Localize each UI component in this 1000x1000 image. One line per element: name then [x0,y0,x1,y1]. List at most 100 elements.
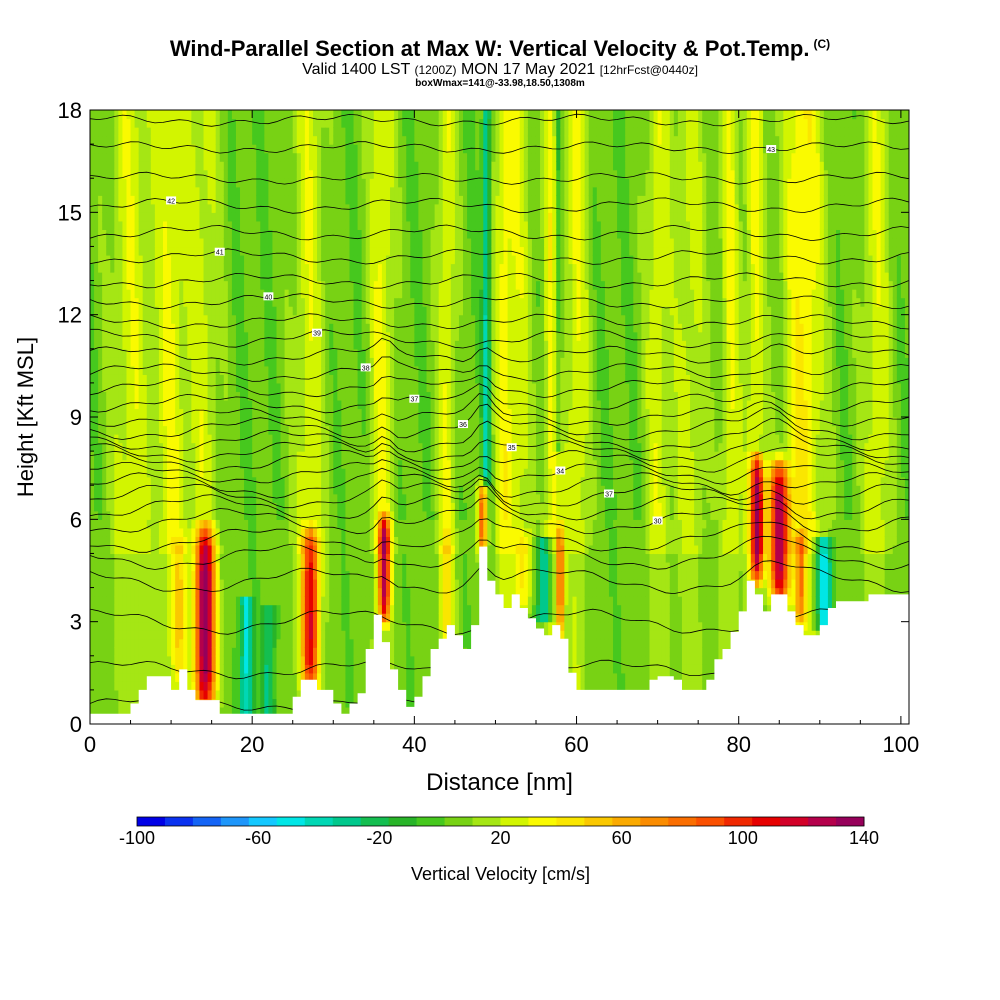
field-cell [162,476,168,486]
field-cell [284,485,290,495]
field-cell [179,297,184,307]
field-cell [308,314,314,324]
field-cell [122,476,128,486]
field-cell [183,186,188,196]
field-cell [203,519,209,529]
field-cell [142,246,148,256]
field-cell [296,604,302,614]
field-cell [122,127,128,137]
field-cell [118,365,124,375]
field-cell [308,570,314,580]
field-cell [114,442,119,452]
field-cell [203,502,209,512]
field-cell [187,527,192,537]
field-cell [292,220,298,230]
field-cell [211,613,217,623]
field-cell [365,570,371,580]
field-cell [154,306,160,316]
field-cell [304,561,310,572]
field-cell [90,417,95,427]
field-cell [365,263,371,273]
field-cell [211,229,217,239]
field-cell [167,178,172,188]
field-cell [146,502,152,512]
field-cell [122,357,128,367]
field-cell [235,672,241,682]
field-cell [90,314,95,324]
field-cell [244,655,249,665]
field-cell [365,630,371,640]
field-cell [329,553,334,563]
field-cell [223,425,229,435]
field-cell [162,127,168,137]
field-cell [183,169,188,179]
field-cell [284,118,290,128]
field-cell [102,485,107,495]
field-cell [134,417,140,427]
field-cell [118,348,124,358]
field-cell [317,425,322,435]
field-cell [240,186,245,196]
field-cell [369,596,375,606]
field-cell [215,331,221,341]
field-cell [223,254,229,265]
field-cell [102,579,107,589]
field-cell [187,519,192,529]
field-cell [98,365,103,375]
field-cell [244,519,249,529]
field-cell [134,118,140,128]
field-cell [138,681,144,691]
field-cell [231,186,237,196]
field-cell [276,570,282,580]
field-cell [142,272,148,282]
field-cell [90,195,95,205]
field-cell [227,220,233,230]
field-cell [280,613,286,623]
field-cell [110,613,115,623]
field-cell [333,468,338,478]
field-cell [203,451,209,461]
field-cell [357,237,363,248]
field-cell [158,152,164,162]
field-cell [114,399,119,410]
field-cell [357,493,363,503]
field-cell [288,613,294,623]
field-cell [90,502,95,512]
field-cell [308,672,314,682]
field-cell [199,408,205,418]
field-cell [134,110,140,120]
field-cell [199,459,205,469]
field-cell [94,399,99,410]
field-cell [150,161,156,171]
field-cell [357,579,363,589]
field-cell [365,587,371,597]
field-cell [231,672,237,682]
field-cell [106,485,111,495]
field-cell [235,493,241,503]
field-cell [98,561,103,572]
field-cell [106,468,111,478]
field-cell [268,536,274,546]
field-cell [321,272,326,282]
field-cell [308,195,314,205]
field-cell [349,237,355,248]
field-cell [122,144,128,154]
field-cell [235,621,241,631]
field-cell [126,502,132,512]
field-cell [142,519,148,529]
field-cell [134,382,140,393]
field-cell [284,186,290,196]
field-cell [312,638,318,648]
field-cell [337,280,342,290]
field-cell [98,297,103,307]
field-cell [154,613,160,623]
field-cell [146,425,152,435]
field-cell [333,195,338,205]
field-cell [106,169,111,179]
field-cell [280,297,286,307]
field-cell [142,152,148,162]
field-cell [235,340,241,350]
field-cell [162,544,168,555]
field-cell [179,604,184,614]
field-cell [341,220,347,230]
